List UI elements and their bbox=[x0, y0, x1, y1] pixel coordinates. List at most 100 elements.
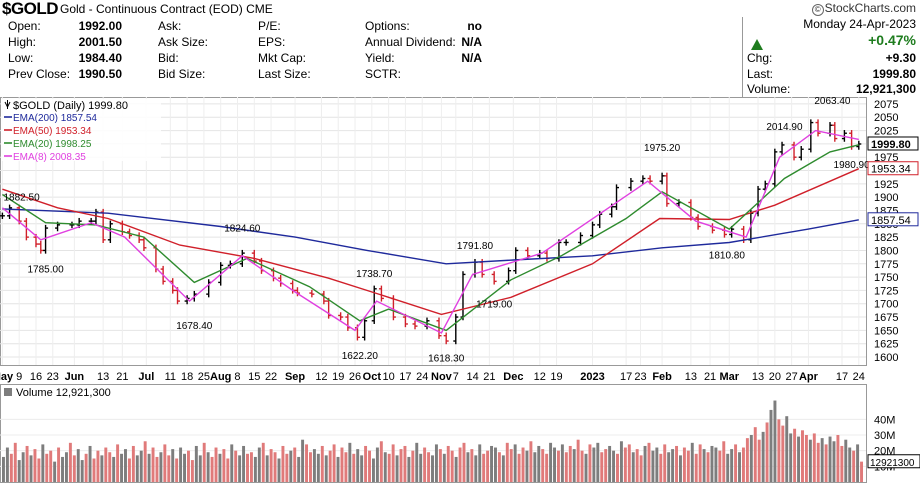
volume-bar bbox=[623, 447, 627, 482]
x-tick-label: 8 bbox=[234, 371, 240, 383]
volume-bar bbox=[277, 458, 281, 482]
x-tick-label: 22 bbox=[265, 371, 277, 383]
y-tick-label: 1700 bbox=[874, 299, 898, 311]
volume-bar bbox=[21, 452, 25, 482]
ema20-line bbox=[2, 144, 859, 332]
volume-bar bbox=[316, 453, 320, 482]
volume-bar bbox=[793, 428, 797, 482]
price-annotation: 1785.00 bbox=[28, 264, 65, 275]
volume-bar bbox=[186, 450, 190, 482]
volume-bar bbox=[328, 450, 332, 482]
volume-bar bbox=[135, 455, 139, 482]
volume-bar bbox=[466, 452, 470, 482]
ema200-line bbox=[2, 208, 859, 265]
volume-bar bbox=[501, 455, 505, 482]
volume-bar bbox=[556, 450, 560, 482]
quote-label: Mkt Cap: bbox=[258, 51, 307, 65]
volume-bar bbox=[655, 447, 659, 482]
volume-bar bbox=[391, 444, 395, 482]
volume-bar bbox=[718, 450, 722, 482]
y-tick-label: 1600 bbox=[874, 352, 898, 364]
x-tick-label: 18 bbox=[181, 371, 193, 383]
volume-bar bbox=[478, 444, 482, 482]
last-label: Last: bbox=[747, 67, 774, 81]
volume-bar bbox=[446, 445, 450, 482]
volume-bar bbox=[616, 453, 619, 482]
volume-tag-box bbox=[867, 454, 920, 469]
volume-bar bbox=[403, 445, 407, 482]
volume-bar bbox=[860, 461, 863, 482]
x-tick-label: 23 bbox=[47, 371, 59, 383]
volume-y-tick: 40M bbox=[874, 414, 895, 426]
price-annotation: 2063.40 bbox=[814, 97, 851, 107]
volume-bar bbox=[568, 445, 572, 482]
volume-bar bbox=[537, 445, 541, 482]
volume-bar bbox=[734, 444, 738, 482]
y-tick-label: 2050 bbox=[874, 112, 898, 124]
volume-bar bbox=[399, 449, 403, 482]
quote-label: Bid: bbox=[158, 51, 179, 65]
y-tick-label: 1650 bbox=[874, 325, 898, 337]
volume-bar bbox=[470, 449, 474, 482]
volume-bar bbox=[686, 450, 690, 482]
volume-bar bbox=[68, 442, 72, 482]
x-tick-label: 26 bbox=[349, 371, 361, 383]
volume-bar bbox=[529, 441, 533, 482]
volume-bar bbox=[486, 450, 490, 482]
volume-bar bbox=[147, 453, 151, 482]
volume-bar bbox=[104, 447, 108, 482]
volume-bar bbox=[753, 427, 757, 482]
y-tick-label: 1750 bbox=[874, 272, 898, 284]
volume-bar bbox=[124, 449, 127, 482]
x-tick-label: 2023 bbox=[580, 371, 604, 383]
volume-bar bbox=[179, 447, 183, 482]
volume-bar bbox=[281, 445, 285, 482]
symbol-title: $GOLD bbox=[2, 0, 59, 18]
y-tick-label: 1975 bbox=[874, 152, 898, 164]
volume-bar bbox=[722, 441, 726, 482]
volume-bar bbox=[379, 441, 383, 482]
quote-panel: Open: 1992.00 Ask: P/E: Options: no High: 2001.… bbox=[0, 17, 920, 97]
price-chart[interactable]: 1600162516501675170017251750177518001825… bbox=[0, 97, 920, 485]
x-tick-label: Apr bbox=[799, 371, 819, 383]
legend-item: EMA(50) 1953.34 bbox=[13, 126, 92, 137]
x-tick-label: Nov bbox=[431, 371, 453, 383]
volume-bar bbox=[297, 456, 301, 482]
volume-bar bbox=[494, 447, 497, 482]
quote-label: SCTR: bbox=[365, 67, 401, 81]
volume-bar bbox=[765, 422, 769, 482]
volume-bar bbox=[84, 453, 88, 482]
volume-bar bbox=[246, 453, 249, 482]
volume-bar bbox=[238, 455, 242, 482]
x-tick-label: Dec bbox=[503, 371, 523, 383]
quote-label: Bid Size: bbox=[158, 67, 206, 81]
volume-bar bbox=[521, 447, 525, 482]
volume-bar bbox=[143, 441, 147, 482]
volume-bar bbox=[608, 445, 612, 482]
volume-bar bbox=[289, 450, 293, 482]
volume-bar bbox=[836, 435, 840, 482]
quote-value: no bbox=[467, 19, 482, 33]
y-tick-label: 1625 bbox=[874, 339, 898, 351]
x-tick-label: 9 bbox=[16, 371, 22, 383]
volume-bar bbox=[852, 450, 856, 482]
x-tick-label: 13 bbox=[97, 371, 109, 383]
volume-bar bbox=[309, 452, 312, 482]
volume-bar bbox=[305, 444, 309, 482]
volume-bar bbox=[49, 450, 53, 482]
volume-bar bbox=[808, 439, 812, 482]
price-annotation: 1980.90 bbox=[834, 160, 871, 171]
volume-bar bbox=[631, 452, 635, 482]
quote-label: High: bbox=[8, 35, 37, 49]
stockcharts-logo[interactable]: © StockCharts.com bbox=[811, 1, 916, 16]
volume-bar bbox=[25, 445, 29, 482]
x-tick-label: 13 bbox=[752, 371, 764, 383]
volume-bar bbox=[336, 456, 340, 482]
x-tick-label: 25 bbox=[198, 371, 210, 383]
x-tick-label: 17 bbox=[836, 371, 848, 383]
volume-bar bbox=[249, 452, 253, 482]
volume-bar bbox=[698, 444, 702, 482]
volume-bar bbox=[356, 449, 360, 482]
volume-bar bbox=[694, 453, 698, 482]
volume-bar bbox=[2, 456, 5, 482]
